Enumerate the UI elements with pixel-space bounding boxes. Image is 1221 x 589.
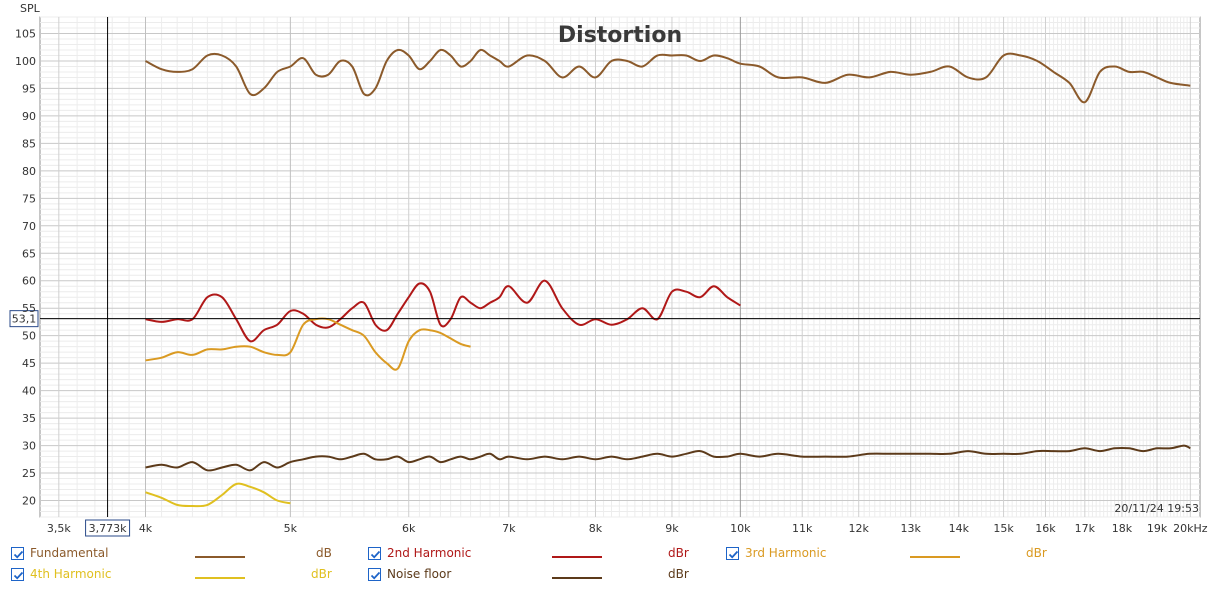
cursor-y-readout-box xyxy=(9,310,39,328)
x-tick-label: 18k xyxy=(1112,522,1133,535)
3rd-harmonic-checkbox[interactable] xyxy=(726,547,739,560)
legend-swatch xyxy=(195,556,245,558)
legend-unit: dBr xyxy=(311,567,332,581)
legend-label: Noise floor xyxy=(387,567,452,581)
series-line-noise-floor xyxy=(145,444,1191,472)
legend-swatch xyxy=(552,577,602,579)
legend-item-noise-floor[interactable]: Noise floor dBr xyxy=(368,566,708,586)
y-tick-label: 95 xyxy=(22,82,36,95)
cursor-x-readout-box xyxy=(85,519,131,537)
y-tick-label: 90 xyxy=(22,110,36,123)
series-line-3rd-harmonic xyxy=(145,317,471,371)
series-line-fundamental xyxy=(145,48,1191,104)
legend-label: Fundamental xyxy=(30,546,109,560)
x-tick-label: 20kHz xyxy=(1173,522,1208,535)
legend-label: 3rd Harmonic xyxy=(745,546,827,560)
y-tick-label: 30 xyxy=(22,440,36,453)
y-tick-label: 45 xyxy=(22,357,36,370)
legend-unit: dBr xyxy=(668,567,689,581)
x-tick-label: 14k xyxy=(949,522,970,535)
x-tick-label: 3,5k xyxy=(47,522,71,535)
y-tick-label: 100 xyxy=(15,55,36,68)
y-tick-label: 80 xyxy=(22,165,36,178)
timestamp: 20/11/24 19:53 xyxy=(1114,502,1199,515)
y-tick-label: 85 xyxy=(22,137,36,150)
series-line-2nd-harmonic xyxy=(145,279,741,343)
legend-item-4th-harmonic[interactable]: 4th Harmonic dBr xyxy=(11,566,351,586)
x-tick-label: 7k xyxy=(502,522,516,535)
minor-grid xyxy=(40,16,1200,518)
major-grid xyxy=(40,17,1200,517)
x-tick-label: 9k xyxy=(665,522,679,535)
x-tick-label: 5k xyxy=(284,522,298,535)
legend-unit: dBr xyxy=(668,546,689,560)
legend-label: 2nd Harmonic xyxy=(387,546,472,560)
y-tick-label: 25 xyxy=(22,467,36,480)
distortion-chart: 53,1 3,773k 105 100 95 90 85 80 75 70 65 60 55 50 45 4… xyxy=(9,2,1208,537)
cursor[interactable]: 53,1 3,773k xyxy=(9,17,1200,537)
x-tick-label: 8k xyxy=(589,522,603,535)
y-tick-label: 75 xyxy=(22,192,36,205)
x-tick-label: 6k xyxy=(402,522,416,535)
x-tick-label: 12k xyxy=(849,522,870,535)
legend-label: 4th Harmonic xyxy=(30,567,112,581)
y-tick-label: 50 xyxy=(22,330,36,343)
legend-item-3rd-harmonic[interactable]: 3rd Harmonic dBr xyxy=(726,545,1066,565)
legend-swatch xyxy=(195,577,245,579)
x-tick-label: 15k xyxy=(993,522,1014,535)
legend-swatch xyxy=(552,556,602,558)
2nd-harmonic-checkbox[interactable] xyxy=(368,547,381,560)
y-tick-label: 105 xyxy=(15,27,36,40)
y-tick-label: 70 xyxy=(22,220,36,233)
legend-swatch xyxy=(910,556,960,558)
legend-unit: dB xyxy=(316,546,332,560)
y-tick-label: 40 xyxy=(22,385,36,398)
chart-title: Distortion xyxy=(558,23,682,48)
legend: Fundamental dB 2nd Harmonic dBr 3rd Harm… xyxy=(0,540,1221,589)
y-tick-label: 65 xyxy=(22,247,36,260)
x-tick-labels: 3,5k 4k 5k 6k 7k 8k 9k 10k 11k 12k 13k 14k 15k 16k 17k… xyxy=(47,522,1208,535)
series-group xyxy=(145,48,1191,508)
series-line-4th-harmonic xyxy=(145,482,291,508)
legend-item-2nd-harmonic[interactable]: 2nd Harmonic dBr xyxy=(368,545,708,565)
y-tick-label: 20 xyxy=(22,495,36,508)
x-tick-label: 19k xyxy=(1147,522,1168,535)
plot-area xyxy=(39,16,1201,518)
x-tick-label: 4k xyxy=(139,522,153,535)
legend-unit: dBr xyxy=(1026,546,1047,560)
x-tick-label: 13k xyxy=(900,522,921,535)
x-tick-label: 11k xyxy=(792,522,813,535)
x-tick-label: 10k xyxy=(730,522,751,535)
y-tick-labels: 105 100 95 90 85 80 75 70 65 60 55 50 45 40 35 30 25 20 xyxy=(15,27,36,507)
y-tick-label: 35 xyxy=(22,412,36,425)
fundamental-checkbox[interactable] xyxy=(11,547,24,560)
x-tick-label: 16k xyxy=(1035,522,1056,535)
4th-harmonic-checkbox[interactable] xyxy=(11,568,24,581)
y-tick-label: 60 xyxy=(22,275,36,288)
y-axis-label: SPL xyxy=(20,2,41,15)
legend-item-fundamental[interactable]: Fundamental dB xyxy=(11,545,351,565)
cursor-x-readout: 3,773k xyxy=(89,522,127,535)
cursor-y-readout: 53,1 xyxy=(12,313,37,326)
x-tick-label: 17k xyxy=(1075,522,1096,535)
y-tick-label: 55 xyxy=(22,302,36,315)
noise-floor-checkbox[interactable] xyxy=(368,568,381,581)
